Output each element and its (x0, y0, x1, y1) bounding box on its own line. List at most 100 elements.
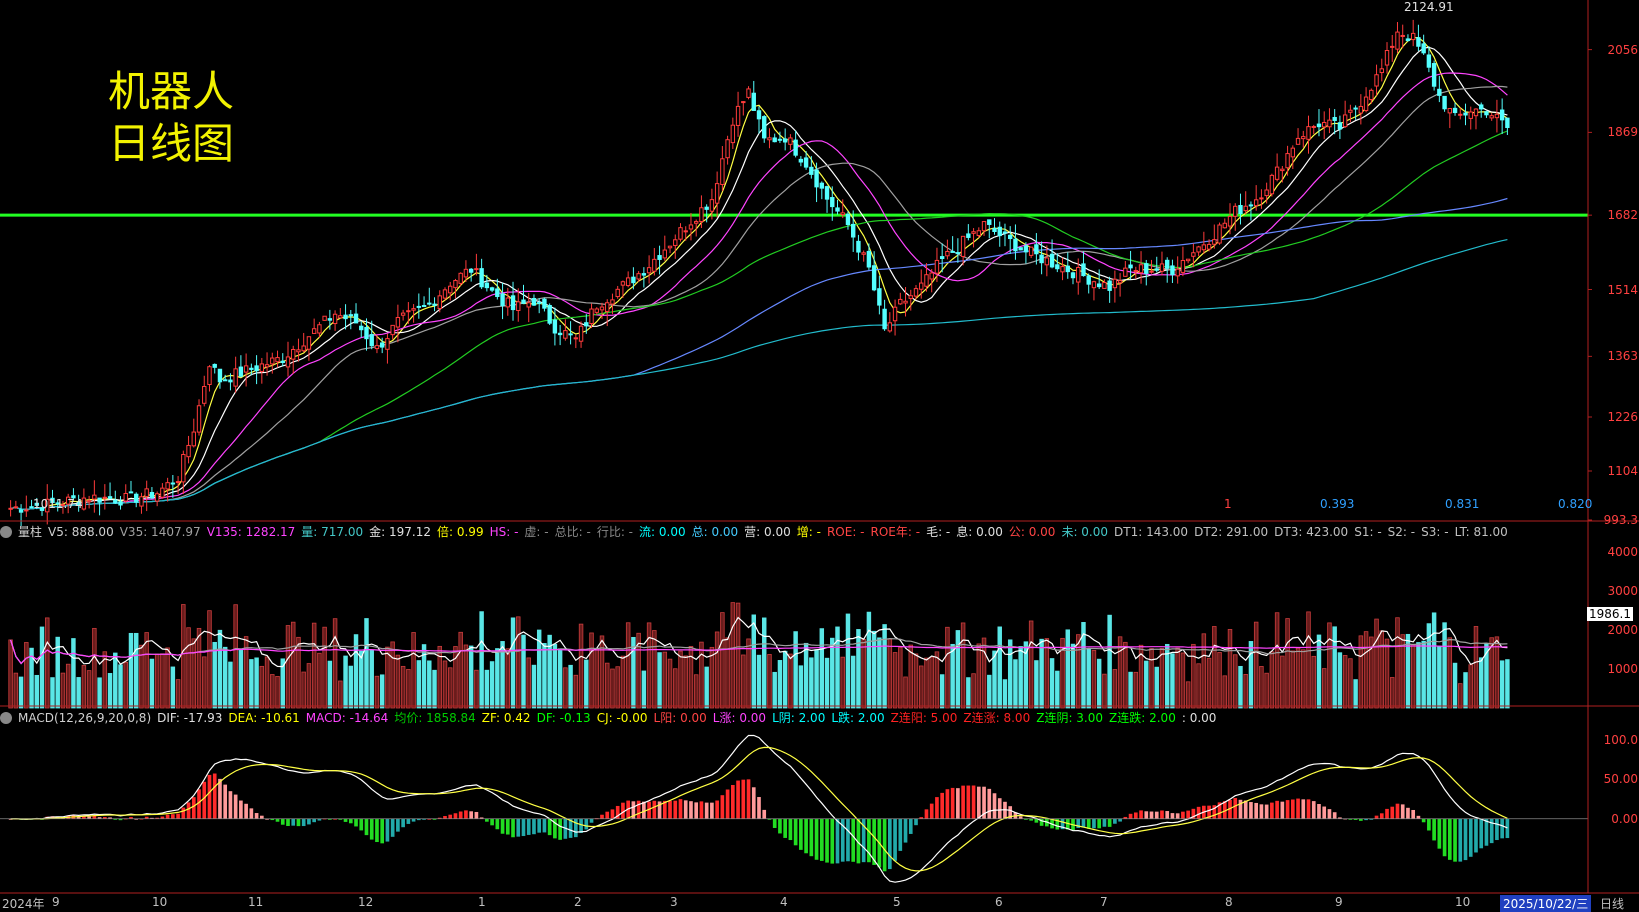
macd-bar (259, 815, 264, 819)
macd-bar (1338, 817, 1342, 819)
candle-body (1196, 246, 1201, 253)
candle-body (468, 268, 474, 273)
volume-bar (960, 622, 966, 709)
macd-bar (532, 818, 536, 835)
macd-bar (903, 818, 908, 843)
info-field: 量柱 (18, 525, 43, 539)
volume-bar (1222, 675, 1228, 709)
volume-bar (667, 658, 673, 709)
candle-body (599, 306, 605, 311)
candle-body (369, 334, 374, 347)
candle-body (65, 496, 71, 505)
macd-bar (966, 785, 971, 819)
macd-bar (1055, 818, 1060, 830)
volume-bar (688, 645, 694, 709)
candle-body (913, 288, 919, 297)
macd-bar (490, 818, 494, 826)
volume-bar (531, 664, 537, 709)
macd-bar (1437, 818, 1442, 849)
macd-bar (1385, 808, 1389, 819)
volume-bar (741, 654, 746, 709)
volume-bar (1358, 635, 1364, 709)
macd-bar (657, 801, 662, 819)
chart-title-line1: 机器人 (108, 67, 235, 116)
macd-bar (1254, 802, 1259, 819)
info-field: Z连阳: 5.00 (890, 711, 958, 725)
volume-bar (945, 626, 950, 709)
time-axis-label: 日线 (1600, 897, 1625, 911)
candle-body (243, 365, 249, 373)
candle-body (374, 345, 380, 350)
macd-bar (1411, 809, 1416, 819)
volume-bar (610, 668, 615, 709)
info-field: MACD: -14.64 (305, 711, 389, 725)
volume-bar (1489, 637, 1494, 709)
macd-bar (155, 817, 159, 819)
candle-body (735, 105, 741, 126)
volume-bar (290, 621, 296, 709)
settings-gear-icon[interactable] (0, 712, 12, 724)
candle-body (181, 454, 186, 483)
candle-body (1437, 88, 1442, 96)
volume-bar (568, 664, 573, 709)
time-axis-label: 6 (995, 895, 1003, 909)
time-axis-label: 10 (1455, 895, 1471, 909)
volume-bar (8, 639, 13, 709)
settings-gear-icon[interactable] (0, 526, 12, 538)
candle-body (667, 245, 673, 249)
candle-body (1233, 205, 1238, 217)
macd-bar (830, 818, 835, 864)
candle-body (280, 360, 285, 364)
time-axis-label: 7 (1100, 895, 1108, 909)
candle-body (934, 259, 940, 274)
volume-tick-label: 3000 (1607, 583, 1638, 598)
candle-body (102, 496, 108, 499)
time-axis-label: 9 (52, 895, 60, 909)
macd-bar (940, 792, 945, 819)
candle-body (631, 276, 636, 284)
time-axis-label: 8 (1225, 895, 1233, 909)
macd-bar (1296, 798, 1300, 819)
macd-bar (202, 781, 207, 819)
volume-bar (1410, 644, 1416, 709)
macd-bar (437, 817, 442, 819)
volume-bar (646, 622, 652, 709)
volume-bar (1102, 673, 1107, 709)
candle-body (1008, 234, 1013, 240)
candle-body (359, 325, 364, 331)
macd-bar (1149, 811, 1154, 819)
candle-body (557, 332, 563, 336)
macd-bar (301, 818, 306, 827)
macd-bar (87, 816, 91, 819)
macd-bar (1102, 818, 1107, 827)
volume-bar (186, 627, 191, 709)
volume-bar (887, 638, 893, 709)
volume-bar (997, 626, 1002, 709)
candle-body (1290, 147, 1296, 158)
volume-bar (641, 670, 647, 709)
candle-body (673, 239, 678, 246)
macd-bar (1118, 818, 1122, 822)
macd-bar (1369, 818, 1374, 820)
info-field: DF: -0.13 (536, 711, 591, 725)
volume-bar (1243, 674, 1248, 709)
candle-body (578, 325, 584, 342)
volume-bar (1426, 623, 1432, 709)
candle-body (966, 233, 971, 238)
volume-bar (296, 636, 301, 709)
macd-bar (411, 818, 416, 822)
volume-pane (8, 602, 1510, 709)
macd-bar (704, 802, 709, 819)
candle-body (1384, 50, 1390, 66)
volume-bar (542, 643, 547, 709)
volume-bar (1437, 645, 1442, 709)
volume-bar (154, 653, 160, 709)
info-field: ZF: 0.42 (481, 711, 531, 725)
macd-bar (1447, 818, 1452, 860)
volume-bar (882, 624, 887, 709)
macd-bar (401, 818, 405, 828)
macd-bar (898, 818, 903, 851)
volume-bar (714, 631, 720, 709)
volume-bar (1431, 612, 1437, 709)
volume-bar (735, 602, 741, 709)
